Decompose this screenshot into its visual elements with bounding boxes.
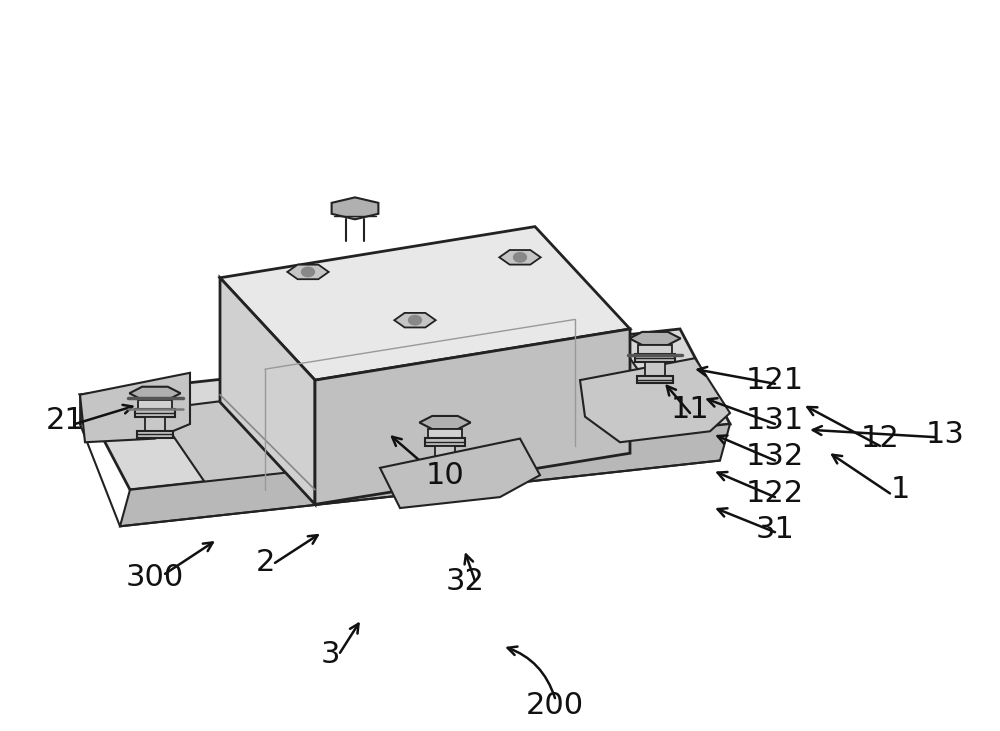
Polygon shape (332, 197, 378, 219)
Polygon shape (287, 265, 329, 279)
Circle shape (302, 268, 314, 276)
Polygon shape (635, 355, 675, 362)
Text: 1: 1 (890, 475, 910, 504)
Polygon shape (315, 329, 630, 504)
Polygon shape (435, 446, 455, 460)
Polygon shape (499, 250, 541, 265)
Polygon shape (428, 429, 462, 439)
Text: 132: 132 (746, 442, 804, 471)
Text: 3: 3 (320, 640, 340, 669)
Text: 131: 131 (746, 406, 804, 435)
Polygon shape (129, 387, 181, 400)
Polygon shape (638, 345, 672, 355)
Circle shape (409, 316, 421, 325)
Text: 32: 32 (446, 567, 484, 596)
Polygon shape (645, 362, 665, 376)
Text: 31: 31 (756, 515, 794, 545)
Polygon shape (380, 439, 540, 508)
Polygon shape (220, 278, 315, 504)
Polygon shape (629, 332, 681, 345)
Polygon shape (394, 313, 436, 327)
Text: 300: 300 (126, 563, 184, 592)
Polygon shape (427, 460, 463, 467)
Polygon shape (145, 417, 165, 431)
Text: 11: 11 (671, 395, 709, 424)
Text: 21: 21 (46, 406, 84, 435)
Text: 200: 200 (526, 691, 584, 720)
Polygon shape (155, 351, 685, 497)
Text: 121: 121 (746, 366, 804, 395)
Polygon shape (135, 409, 175, 417)
Text: 122: 122 (746, 479, 804, 508)
Text: 13: 13 (926, 420, 964, 450)
Text: 12: 12 (861, 424, 899, 453)
Polygon shape (419, 416, 471, 429)
Circle shape (514, 253, 526, 262)
Polygon shape (138, 400, 172, 409)
Polygon shape (220, 227, 630, 380)
Polygon shape (425, 439, 465, 446)
Polygon shape (637, 376, 673, 383)
Polygon shape (80, 329, 730, 490)
Polygon shape (120, 424, 730, 526)
Text: 10: 10 (426, 461, 464, 490)
Polygon shape (137, 431, 173, 438)
Polygon shape (80, 373, 190, 442)
Text: 2: 2 (255, 548, 275, 577)
Polygon shape (580, 358, 730, 442)
